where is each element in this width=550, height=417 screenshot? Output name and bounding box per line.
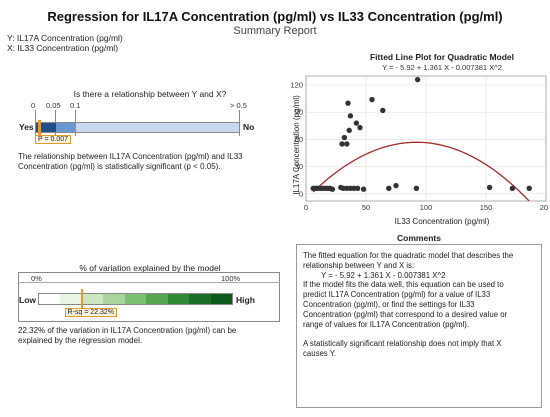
rsq-marker bbox=[80, 289, 83, 309]
y-tick-label: 30 bbox=[295, 162, 303, 171]
page-title: Regression for IL17A Concentration (pg/m… bbox=[47, 9, 503, 24]
rsq-bar-segment bbox=[39, 294, 61, 304]
data-point bbox=[353, 120, 360, 126]
data-point bbox=[526, 185, 532, 192]
p-tick-005: 0.05 bbox=[46, 101, 61, 110]
x-tick-label: 100 bbox=[420, 203, 433, 212]
chart-axes: 0 50 100 150 200 0 30 60 90 120 bbox=[290, 81, 548, 212]
p-bar-segment-weak bbox=[76, 123, 239, 132]
p-tick-0: 0 bbox=[31, 101, 36, 110]
comment-line: range of values for IL17A Concentration … bbox=[303, 319, 469, 329]
variation-statement-2: explained by the regression model. bbox=[18, 336, 143, 345]
data-point bbox=[346, 127, 352, 134]
fitted-line-plot: Fitted Line Plot for Quadratic Model Y =… bbox=[290, 52, 548, 226]
p-value-bar bbox=[35, 122, 240, 133]
yes-label: Yes bbox=[19, 122, 34, 132]
rsq-bar-segment bbox=[124, 294, 147, 304]
data-point bbox=[486, 184, 493, 191]
high-label: High bbox=[236, 295, 255, 305]
data-point bbox=[360, 186, 367, 192]
p-bar-segment-moderate bbox=[56, 123, 76, 132]
rsq-tick-end: 100% bbox=[221, 274, 241, 283]
y-tick-label: 0 bbox=[299, 189, 303, 198]
relationship-statement-1: The relationship between IL17A Concentra… bbox=[18, 152, 243, 161]
data-point bbox=[329, 186, 336, 192]
data-point bbox=[341, 134, 348, 141]
data-point bbox=[393, 182, 399, 189]
comment-line: Y = - 5.92 + 1.361 X - 0.007381 X^2 bbox=[321, 270, 446, 280]
rsq-gradient-bar bbox=[38, 293, 233, 305]
data-point bbox=[354, 185, 361, 192]
x-tick-label: 150 bbox=[480, 203, 493, 212]
data-point bbox=[386, 185, 392, 192]
variation-statement-1: 22.32% of the variation in IL17A Concent… bbox=[18, 326, 237, 335]
comment-line: relationship between Y and X is: bbox=[303, 260, 415, 270]
rsq-bar-segment bbox=[146, 294, 168, 304]
y-variable-label: Y: IL17A Concentration (pg/ml) bbox=[7, 33, 123, 43]
p-tick-01: 0.1 bbox=[70, 101, 81, 110]
rsq-bar-segment bbox=[103, 294, 125, 304]
relationship-title: Is there a relationship between Y and X? bbox=[73, 89, 227, 99]
data-point bbox=[369, 96, 375, 103]
comment-line: A statistically significant relationship… bbox=[303, 339, 502, 349]
relationship-statement-2: Concentration (pg/ml) is statistically s… bbox=[18, 162, 221, 171]
rsq-bar-segment bbox=[167, 294, 190, 304]
chart-subtitle: Y = - 5.92 + 1.361 X - 0.007381 X^2 bbox=[382, 63, 502, 72]
variation-divider bbox=[18, 282, 280, 283]
x-tick-label: 0 bbox=[304, 203, 308, 212]
data-point bbox=[344, 141, 350, 147]
comment-line: If the model fits the data well, this eq… bbox=[303, 280, 504, 290]
comment-line bbox=[303, 329, 535, 339]
data-point bbox=[414, 76, 421, 83]
comment-line: predict IL17A Concentration (pg/ml) for … bbox=[303, 290, 491, 300]
rsq-bar-segment bbox=[189, 294, 211, 304]
variation-title: % of variation explained by the model bbox=[79, 263, 221, 273]
fit-line-group bbox=[312, 141, 530, 202]
data-points bbox=[310, 76, 532, 192]
p-value-label: P = 0.007 bbox=[35, 135, 72, 144]
p-tick-05: > 0.5 bbox=[230, 101, 247, 110]
rsq-bar-segment bbox=[210, 294, 232, 304]
data-point bbox=[345, 100, 351, 106]
data-point bbox=[509, 185, 516, 192]
p-value-marker bbox=[38, 120, 41, 138]
y-axis-title: IL17A Concentration (pg/ml) bbox=[292, 95, 301, 195]
plot-area-frame bbox=[305, 75, 547, 202]
data-point bbox=[380, 107, 386, 114]
rsq-label: R-sq = 22.32% bbox=[64, 308, 118, 317]
fitted-curve bbox=[312, 141, 530, 202]
comment-line: Concentration (pg/ml), or find the setti… bbox=[303, 299, 475, 309]
page-subtitle: Summary Report bbox=[233, 25, 317, 37]
comments-title: Comments bbox=[397, 233, 441, 243]
chart-title: Fitted Line Plot for Quadratic Model bbox=[370, 52, 514, 62]
variation-panel bbox=[18, 272, 280, 322]
low-label: Low bbox=[19, 295, 36, 305]
p-bar-segment-strong bbox=[36, 123, 56, 132]
y-tick-label: 120 bbox=[290, 81, 303, 90]
data-point bbox=[357, 124, 363, 131]
comment-line: The fitted equation for the quadratic mo… bbox=[303, 251, 514, 260]
x-tick-label: 200 bbox=[540, 203, 548, 212]
comment-line: causes Y. bbox=[303, 348, 337, 358]
rsq-bar-segment bbox=[81, 294, 104, 304]
y-tick-label: 90 bbox=[295, 108, 303, 117]
x-tick-label: 50 bbox=[362, 203, 370, 212]
rsq-tick-start: 0% bbox=[31, 274, 42, 283]
data-point bbox=[339, 141, 345, 147]
x-axis-title: IL33 Concentration (pg/ml) bbox=[395, 217, 490, 226]
rsq-bar-segment bbox=[60, 294, 82, 304]
x-variable-label: X: IL33 Concentration (pg/ml) bbox=[7, 43, 119, 53]
y-tick-label: 60 bbox=[295, 135, 303, 144]
comment-line: Concentration (pg/ml) that correspond to… bbox=[303, 309, 508, 319]
data-point bbox=[413, 185, 420, 192]
p-value-bar-chart bbox=[18, 110, 278, 140]
no-label: No bbox=[243, 122, 255, 132]
comments-panel: The fitted equation for the quadratic mo… bbox=[296, 244, 542, 408]
data-point bbox=[347, 113, 354, 119]
